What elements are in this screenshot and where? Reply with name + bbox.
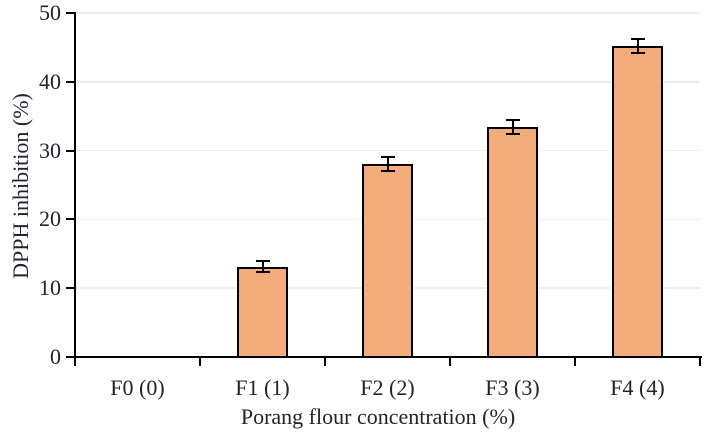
y-axis-title: DPPH inhibition (%) — [8, 93, 33, 279]
x-axis-title: Porang flour concentration (%) — [240, 404, 516, 429]
bar-1 — [237, 266, 288, 357]
x-tick-label-0: F0 (0) — [110, 375, 165, 400]
x-tick — [199, 357, 201, 366]
y-tick — [66, 287, 75, 290]
error-bar-cap-bottom — [255, 271, 270, 274]
y-tick — [66, 356, 75, 358]
gridline — [75, 81, 700, 83]
x-tick — [574, 357, 576, 366]
gridline — [75, 12, 700, 14]
y-tick — [66, 218, 75, 221]
x-tick-label-2: F2 (2) — [360, 375, 415, 400]
error-bar-cap-bottom — [630, 51, 645, 54]
y-tick-label-10: 10 — [39, 275, 61, 301]
x-tick — [324, 357, 326, 366]
x-axis-line — [72, 355, 702, 358]
error-bar-line — [511, 120, 514, 135]
error-bar-cap-top — [630, 38, 645, 41]
y-tick — [66, 12, 75, 14]
y-tick-label-50: 50 — [39, 0, 61, 25]
y-tick-label-0: 0 — [50, 344, 61, 369]
x-tick-label-4: F4 (4) — [610, 375, 665, 400]
error-bar-cap-top — [255, 260, 270, 263]
error-bar-cap-bottom — [505, 133, 520, 136]
y-tick-label-40: 40 — [39, 68, 61, 94]
bar-4 — [612, 46, 663, 357]
y-tick-label-20: 20 — [39, 206, 61, 232]
y-tick — [66, 149, 75, 152]
error-bar-cap-bottom — [380, 170, 395, 173]
y-tick-label-30: 30 — [39, 137, 61, 163]
y-axis-line — [73, 12, 76, 357]
bar-2 — [362, 164, 413, 357]
x-tick — [699, 357, 701, 366]
error-bar-cap-top — [505, 119, 520, 122]
error-bar-line — [636, 39, 639, 53]
gridline — [75, 149, 700, 152]
x-tick-label-3: F3 (3) — [485, 375, 540, 400]
error-bar-line — [386, 157, 389, 172]
x-tick — [449, 357, 451, 366]
error-bar-cap-top — [380, 156, 395, 159]
error-bar-line — [261, 261, 264, 273]
x-tick-label-1: F1 (1) — [235, 375, 290, 400]
bar-3 — [487, 127, 538, 357]
x-tick — [74, 357, 76, 366]
y-tick — [66, 80, 75, 83]
